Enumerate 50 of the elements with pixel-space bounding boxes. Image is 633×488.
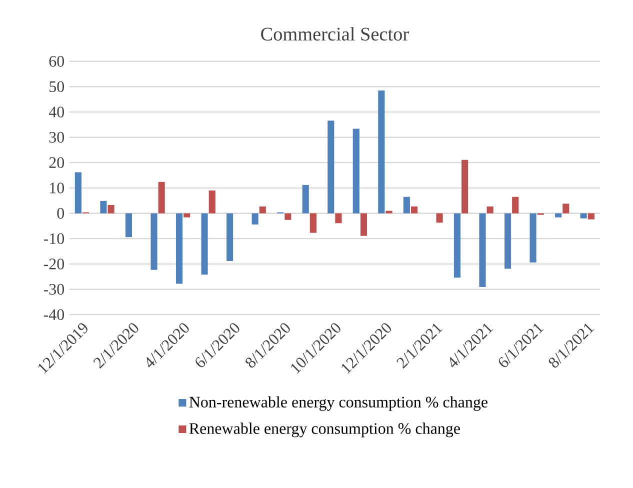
legend-label: Renewable energy consumption % change — [189, 422, 460, 438]
y-tick-label: 10 — [50, 182, 64, 194]
bar — [208, 190, 216, 214]
y-tick-label: 50 — [50, 81, 64, 92]
bar — [201, 213, 208, 275]
bar — [588, 213, 594, 220]
bar — [108, 204, 114, 214]
bar — [462, 160, 468, 214]
y-tick-label: 60 — [49, 56, 64, 67]
bar — [562, 204, 570, 214]
bar — [259, 206, 266, 214]
bar — [184, 213, 190, 218]
bar — [176, 213, 183, 284]
bar — [226, 213, 234, 261]
bar — [436, 213, 443, 223]
bar — [580, 213, 587, 218]
y-tick-label: 30 — [49, 132, 64, 143]
bar — [555, 213, 562, 218]
bar — [403, 196, 410, 214]
bar — [512, 196, 519, 214]
bar — [284, 213, 292, 220]
bar — [486, 206, 494, 214]
y-tick-label: -20 — [44, 258, 64, 270]
bar — [310, 213, 316, 233]
y-tick-label: -40 — [44, 309, 64, 320]
bar — [125, 213, 132, 238]
y-tick-label: 40 — [48, 106, 64, 118]
bar — [378, 90, 385, 214]
bar — [252, 213, 258, 224]
legend-label: Non-renewable energy consumption % change — [189, 396, 488, 411]
bar — [386, 210, 392, 214]
bar — [328, 120, 334, 214]
bar — [302, 184, 309, 214]
bar — [100, 200, 107, 214]
bar — [352, 128, 360, 214]
bar — [158, 182, 165, 214]
bar — [530, 213, 536, 262]
bar — [150, 213, 158, 270]
y-tick-label: 0 — [57, 208, 64, 219]
bar — [504, 213, 512, 269]
y-tick-label: -30 — [44, 284, 64, 295]
bar — [410, 206, 418, 214]
bar — [454, 213, 461, 278]
bar — [360, 213, 368, 236]
y-tick-label: -10 — [44, 233, 64, 244]
bar — [74, 172, 82, 214]
bar — [335, 213, 342, 224]
y-tick-label: 20 — [49, 157, 64, 168]
chart-title: Commercial Sector — [261, 27, 409, 41]
bar — [479, 213, 486, 288]
